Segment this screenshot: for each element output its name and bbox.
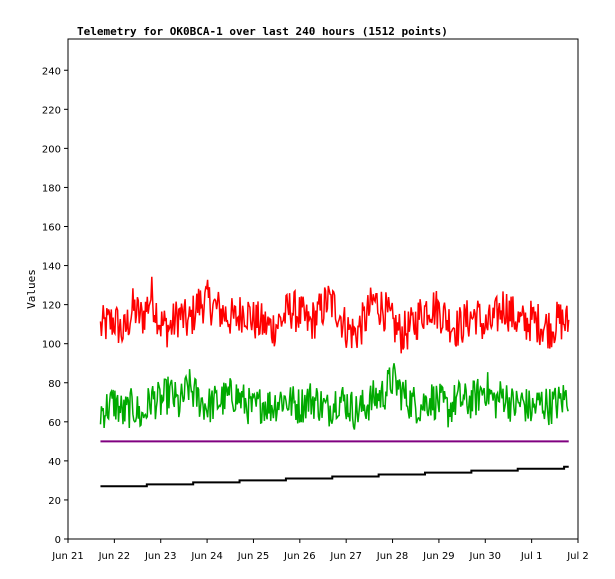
x-tick-label: Jun 26 <box>283 551 316 562</box>
x-axis-ticks: Jun 21 Jun 22 Jun 23 Jun 24 Jun 25 Jun 26 Jun … <box>51 539 589 562</box>
x-tick-label: Jun 29 <box>422 551 455 562</box>
y-axis-label: Values <box>25 269 38 309</box>
y-tick-label: 100 <box>42 340 61 351</box>
y-tick-label: 40 <box>48 457 61 468</box>
y-tick-label: 180 <box>42 183 61 194</box>
chart-title: Telemetry for OK0BCA-1 over last 240 hou… <box>77 25 448 38</box>
plot-area-frame <box>67 38 579 540</box>
y-tick-label: 160 <box>42 223 61 234</box>
x-tick-label: Jul 2 <box>566 551 589 562</box>
y-tick-label: 200 <box>42 144 61 155</box>
series-line-2 <box>99 363 569 430</box>
series-line-4 <box>100 465 569 488</box>
y-tick-label: 240 <box>42 66 61 77</box>
x-tick-label: Jun 21 <box>51 551 84 562</box>
series-layer <box>99 276 570 488</box>
y-tick-label: 20 <box>48 496 61 507</box>
y-tick-label: 120 <box>42 301 61 312</box>
y-tick-label: 60 <box>48 418 61 429</box>
y-tick-label: 220 <box>42 105 61 116</box>
x-tick-label: Jul 1 <box>520 551 543 562</box>
x-tick-label: Jun 25 <box>237 551 270 562</box>
y-tick-label: 80 <box>48 379 61 390</box>
y-tick-label: 0 <box>55 535 61 546</box>
x-tick-label: Jun 23 <box>144 551 177 562</box>
x-tick-label: Jun 27 <box>329 551 362 562</box>
y-axis-ticks: 0 20 40 60 80 100 120 140 160 180 200 220 240 <box>42 66 68 546</box>
x-tick-label: Jun 22 <box>98 551 131 562</box>
x-tick-label: Jun 24 <box>190 551 223 562</box>
x-tick-label: Jun 30 <box>469 551 502 562</box>
series-line-1 <box>99 276 570 354</box>
x-tick-label: Jun 28 <box>376 551 409 562</box>
y-tick-label: 140 <box>42 262 61 273</box>
